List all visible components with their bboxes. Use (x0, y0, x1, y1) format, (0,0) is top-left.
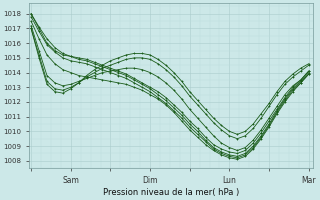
X-axis label: Pression niveau de la mer( hPa ): Pression niveau de la mer( hPa ) (103, 188, 239, 197)
